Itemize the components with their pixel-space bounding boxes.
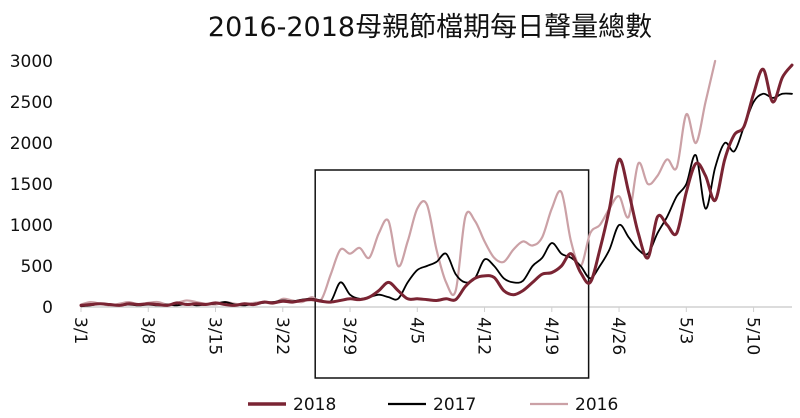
y-tick-label: 0 (42, 298, 53, 318)
series-line-2016 (79, 59, 717, 307)
y-tick-label: 1500 (10, 175, 53, 195)
legend: 2018 2017 2016 (248, 395, 618, 415)
highlight-box (314, 169, 590, 379)
x-tick-label: 3/29 (339, 317, 359, 355)
legend-label-2018: 2018 (293, 395, 336, 415)
series-lines (79, 59, 794, 308)
y-tick-label: 3000 (10, 52, 53, 72)
x-tick-label: 3/8 (137, 317, 157, 344)
y-tick-label: 1000 (10, 216, 53, 236)
y-tick-label: 500 (21, 257, 53, 277)
x-tick-label: 4/26 (608, 317, 628, 355)
x-tick-label: 3/15 (205, 317, 225, 355)
y-axis: 0 500 1000 1500 2000 2500 3000 (10, 52, 53, 318)
legend-label-2017: 2017 (433, 395, 476, 415)
x-tick-label: 3/1 (70, 317, 90, 344)
series-line-2018 (79, 63, 794, 307)
x-tick-label: 4/5 (406, 317, 426, 344)
highlight-rect (314, 169, 590, 379)
x-tick-label: 5/10 (743, 317, 763, 355)
y-tick-label: 2000 (10, 134, 53, 154)
x-tick-label: 5/3 (675, 317, 695, 344)
x-tick-label: 3/22 (272, 317, 292, 355)
x-tick-label: 4/12 (474, 317, 494, 355)
y-tick-label: 2500 (10, 93, 53, 113)
legend-label-2016: 2016 (575, 395, 618, 415)
x-axis: 3/1 3/8 3/15 3/22 3/29 4/5 4/12 4/19 4/26 5/3 5/10 (70, 306, 792, 355)
x-tick-label: 4/19 (541, 317, 561, 355)
chart-title: 2016-2018母親節檔期每日聲量總數 (208, 12, 652, 43)
